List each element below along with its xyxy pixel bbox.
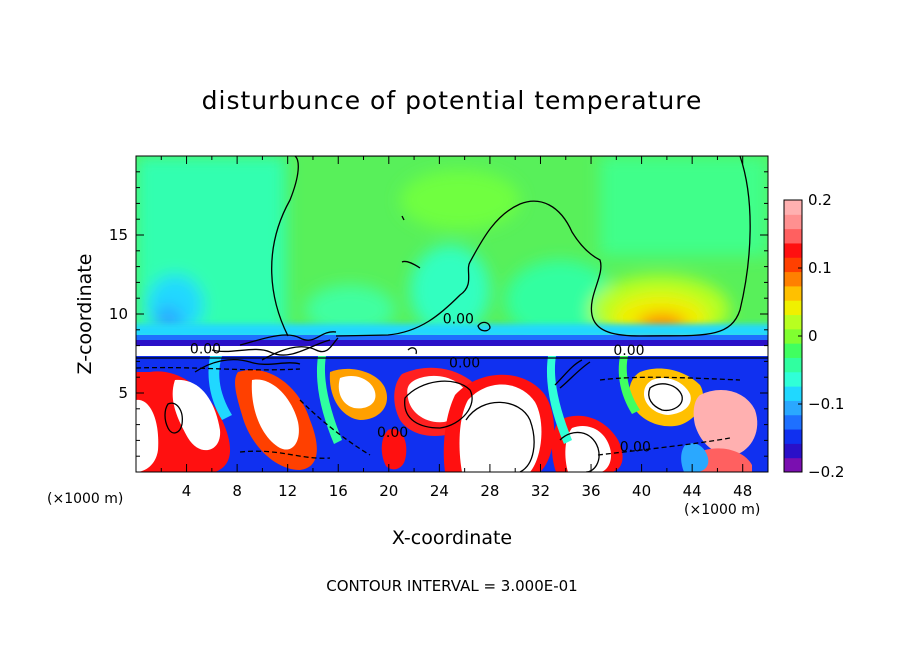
- y-axis-label: Z-coordinate: [74, 253, 96, 375]
- x-tick-label: 8: [232, 482, 242, 500]
- inversion-band: [136, 335, 768, 343]
- contour-line: [477, 321, 491, 332]
- x-tick-label: 44: [682, 482, 702, 500]
- contour-line: [271, 156, 299, 337]
- colorbar-swatch: [784, 271, 802, 287]
- colorbar-swatch: [784, 429, 802, 444]
- x-tick-label: 12: [278, 482, 298, 500]
- colorbar-swatch: [784, 357, 802, 373]
- colorbar-swatch: [784, 443, 802, 459]
- colorbar-swatch: [784, 457, 802, 473]
- colorbar-swatch: [784, 314, 802, 330]
- contour-line: [164, 402, 183, 434]
- contour-label: 0.00: [613, 343, 644, 359]
- contour-line: [136, 366, 301, 371]
- contour-line: [261, 337, 339, 361]
- colorbar-swatch: [784, 371, 802, 387]
- colorbar-tick-label: 0: [808, 327, 818, 345]
- contour-label: 0.00: [449, 356, 480, 372]
- colorbar-swatch: [784, 257, 802, 273]
- contour-line: [239, 450, 331, 459]
- contour-line: [211, 339, 331, 356]
- colorbar-swatch: [784, 328, 802, 344]
- axis-ticks: [136, 156, 768, 472]
- contour-line: [401, 215, 405, 221]
- contour-line: [559, 431, 600, 472]
- x-tick-label: 36: [581, 482, 601, 500]
- x-tick-label: 4: [181, 482, 192, 500]
- colorbar-swatch: [784, 343, 802, 358]
- colorbar-swatch: [784, 228, 802, 244]
- y-tick-label: 10: [108, 305, 128, 323]
- x-tick-label: 32: [530, 482, 551, 500]
- x-tick-label: 48: [733, 482, 753, 500]
- colorbar-tick-label: 0.2: [808, 191, 832, 209]
- contour-line: [597, 437, 731, 456]
- colorbar-tick-label: 0.1: [808, 259, 832, 277]
- x-unit-label-right: (×1000 m): [684, 502, 761, 518]
- x-tick-label: 40: [632, 482, 652, 500]
- band-shading: [136, 324, 768, 338]
- contour-label-layer: 0.00 0.00 0.00 0.00 0.00 0.00: [190, 311, 651, 455]
- x-tick-label: 16: [328, 482, 348, 500]
- colorbar-swatch: [784, 200, 802, 215]
- contour-lines: [136, 156, 768, 472]
- colorbar-swatch: [784, 214, 802, 230]
- x-tick-label: 24: [429, 482, 449, 500]
- colorbar: [783, 199, 803, 473]
- contour-line: [404, 380, 473, 429]
- contour-line: [465, 401, 535, 472]
- contour-line: [401, 260, 421, 269]
- colorbar-swatch: [784, 285, 802, 301]
- y-tick-label: 5: [118, 384, 128, 402]
- lower-field-structures: [136, 356, 758, 472]
- contour-line: [194, 358, 301, 373]
- contour-line: [559, 361, 591, 389]
- colorbar-tick-label: −0.2: [808, 463, 845, 481]
- colorbar-tick-label: −0.1: [808, 395, 845, 413]
- contour-line: [554, 359, 583, 386]
- colorbar-swatch: [784, 400, 802, 416]
- y-tick-label: 15: [108, 226, 128, 244]
- x-unit-label-left: (×1000 m): [47, 491, 124, 507]
- colorbar-swatch: [784, 386, 802, 401]
- contour-label: 0.00: [190, 342, 221, 358]
- chart-title: disturbunce of potential temperature: [201, 86, 703, 115]
- contour-interval-note: CONTOUR INTERVAL = 3.000E-01: [326, 577, 578, 595]
- field-layer: 0.00 0.00 0.00 0.00 0.00 0.00: [136, 156, 768, 472]
- colorbar-swatch: [784, 300, 802, 316]
- contour-label: 0.00: [620, 439, 651, 455]
- contour-line: [239, 331, 337, 346]
- colorbar-swatch: [784, 242, 802, 258]
- contour-line: [599, 376, 741, 381]
- contour-line: [299, 399, 371, 456]
- contour-line: [648, 383, 683, 412]
- x-axis-label: X-coordinate: [391, 527, 513, 549]
- x-tick-label: 28: [480, 482, 500, 500]
- contour-label: 0.00: [443, 311, 474, 327]
- contour-line: [407, 347, 418, 355]
- x-tick-label: 20: [379, 482, 399, 500]
- colorbar-swatch: [784, 414, 802, 430]
- contour-label: 0.00: [377, 425, 408, 441]
- contour-line: [335, 156, 751, 337]
